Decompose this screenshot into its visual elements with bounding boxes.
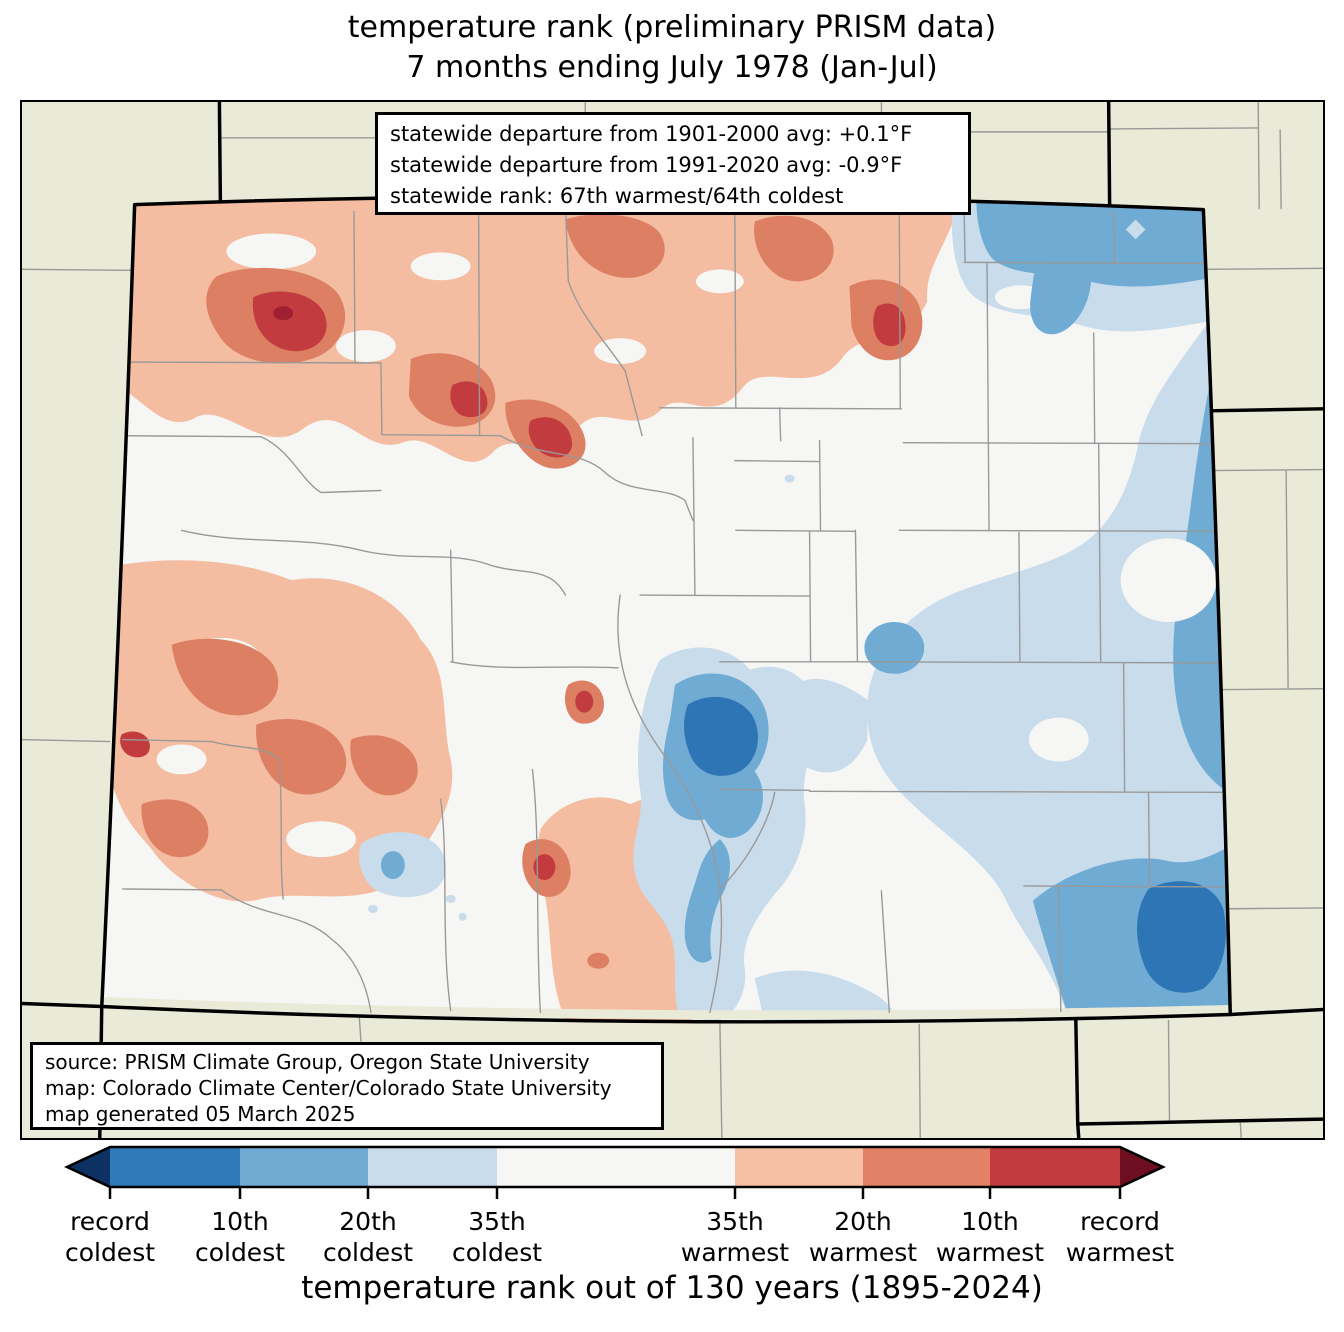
legend-label-text: coldest <box>451 1238 543 1267</box>
legend-label-35th-coldest: 35th coldest <box>412 1206 582 1268</box>
legend-label-20th-coldest: 20th coldest <box>283 1206 453 1268</box>
legend-label-text: 10th <box>211 1207 269 1236</box>
legend-label-text: coldest <box>194 1238 286 1267</box>
legend-label-10th-coldest: 10th coldest <box>155 1206 325 1268</box>
cool-regions-central <box>633 647 816 1021</box>
colorbar-seg-neutral <box>497 1147 735 1187</box>
legend-label-text: 20th <box>834 1207 892 1236</box>
stats-line-rank: statewide rank: 67th warmest/64th coldes… <box>390 184 844 208</box>
colorbar-record-coldest-arrow <box>67 1147 110 1187</box>
stats-line-1991-2020: statewide departure from 1991-2020 avg: … <box>390 153 903 177</box>
legend-label-text: 20th <box>339 1207 397 1236</box>
colorbar-ticks <box>108 1187 1122 1199</box>
legend-label-record-coldest: record coldest <box>25 1206 195 1268</box>
legend-label-text: warmest <box>680 1238 790 1267</box>
cool-regions-small-southwest <box>359 832 467 921</box>
colorado-county-lines <box>121 201 1226 1014</box>
statewide-stats-box: statewide departure from 1901-2000 avg: … <box>375 112 971 215</box>
temperature-rank-colorbar <box>64 1145 1166 1199</box>
legend-label-text: 35th <box>468 1207 526 1236</box>
map-credit-line: map: Colorado Climate Center/Colorado St… <box>45 1076 612 1100</box>
colorbar-seg-cold2 <box>240 1147 368 1187</box>
colorbar-seg-warm2 <box>863 1147 990 1187</box>
colorado-temperature-rank-map <box>22 102 1323 1138</box>
source-line: source: PRISM Climate Group, Oregon Stat… <box>45 1050 590 1074</box>
legend-label-20th-warmest: 20th warmest <box>778 1206 948 1268</box>
legend-label-text: warmest <box>1065 1238 1175 1267</box>
colorbar-seg-cold3 <box>368 1147 497 1187</box>
generated-date-line: map generated 05 March 2025 <box>45 1102 356 1126</box>
legend-label-text: coldest <box>322 1238 414 1267</box>
colorbar-seg-warm1 <box>990 1147 1120 1187</box>
colorbar-seg-cold1 <box>110 1147 240 1187</box>
legend-label-text: 35th <box>706 1207 764 1236</box>
legend-label-10th-warmest: 10th warmest <box>905 1206 1075 1268</box>
stats-line-1901-2000: statewide departure from 1901-2000 avg: … <box>390 122 913 146</box>
warm-regions-west-central <box>101 560 453 902</box>
colorbar-record-warmest-arrow <box>1120 1147 1163 1187</box>
legend-caption: temperature rank out of 130 years (1895-… <box>301 1270 1043 1306</box>
legend-label-text: 10th <box>961 1207 1019 1236</box>
page-title-line2: 7 months ending July 1978 (Jan-Jul) <box>406 50 938 85</box>
legend-label-record-warmest: record warmest <box>1035 1206 1205 1268</box>
south-border-nodata-strip <box>102 997 1230 1020</box>
legend-label-text: warmest <box>935 1238 1045 1267</box>
legend-label-text: record <box>70 1207 150 1236</box>
map-frame <box>20 100 1325 1140</box>
colorbar-seg-warm3 <box>735 1147 863 1187</box>
legend-label-text: record <box>1080 1207 1160 1236</box>
page-title-line1: temperature rank (preliminary PRISM data… <box>347 10 997 45</box>
temperature-rank-regions <box>101 196 1231 1022</box>
source-box: source: PRISM Climate Group, Oregon Stat… <box>30 1042 664 1130</box>
legend-label-35th-warmest: 35th warmest <box>650 1206 820 1268</box>
legend-label-text: warmest <box>808 1238 918 1267</box>
warm-regions-northwest <box>116 196 965 469</box>
legend-label-text: coldest <box>64 1238 156 1267</box>
